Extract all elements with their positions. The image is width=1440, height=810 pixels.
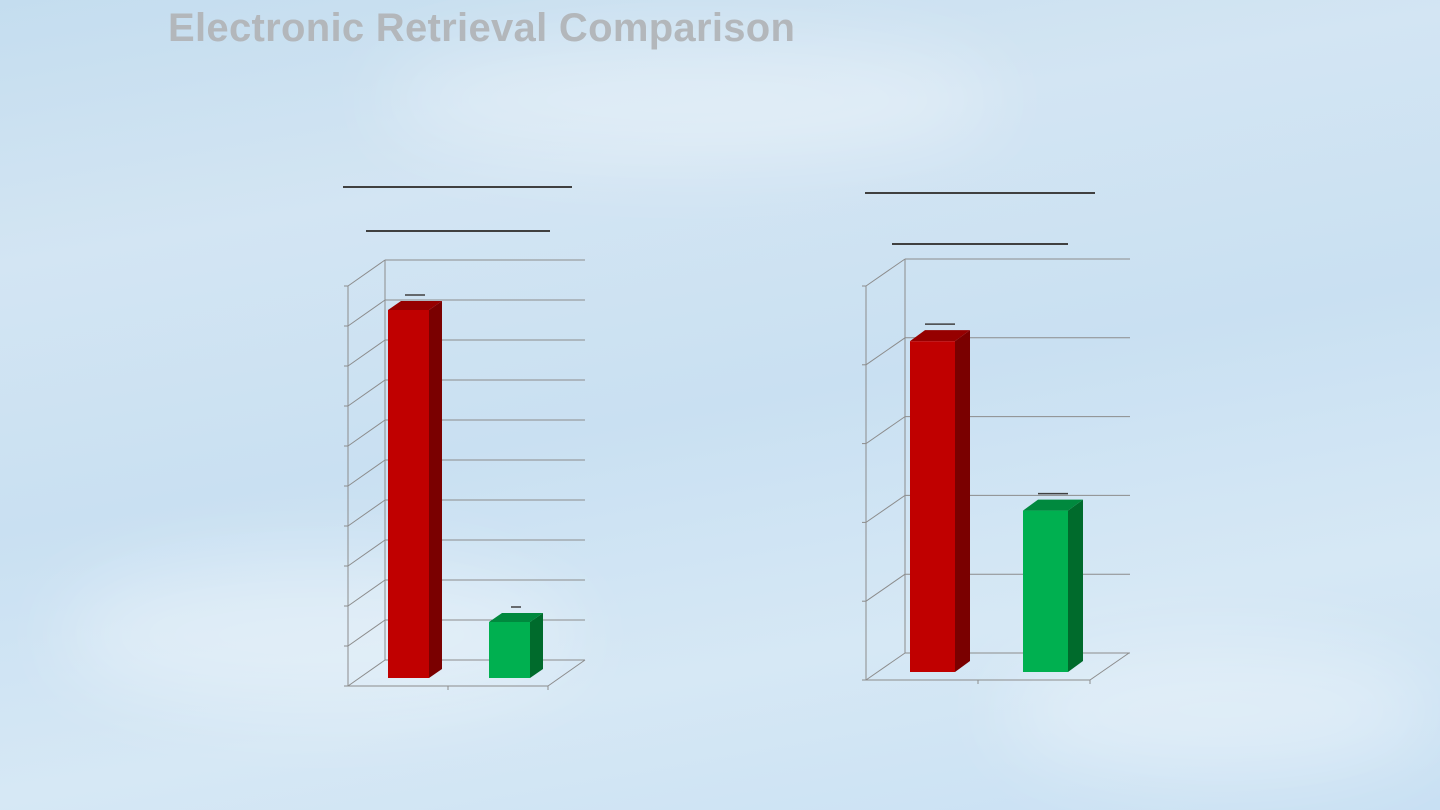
- bar-top: [1023, 499, 1083, 511]
- bar-top: [910, 330, 970, 342]
- side-wall-gridline: [865, 416, 906, 445]
- side-wall-gridline: [865, 573, 906, 602]
- side-wall-gridline: [865, 337, 906, 366]
- bar: [910, 341, 955, 672]
- bar-side: [1068, 499, 1083, 672]
- bar-side: [955, 330, 970, 672]
- side-wall-gridline: [347, 579, 386, 607]
- bar-top: [489, 613, 543, 622]
- side-wall-gridline: [347, 659, 386, 687]
- side-wall-gridline: [347, 539, 386, 567]
- bar: [489, 622, 530, 678]
- bar: [1023, 510, 1068, 672]
- side-wall-gridline: [347, 339, 386, 367]
- side-wall-gridline: [865, 652, 906, 681]
- cloud-decoration: [380, 40, 1000, 160]
- slide-title: Electronic Retrieval Comparison: [168, 6, 796, 50]
- side-wall-gridline: [865, 258, 906, 287]
- bar: [388, 310, 429, 678]
- side-wall-gridline: [347, 459, 386, 487]
- side-wall-gridline: [347, 619, 386, 647]
- side-wall-gridline: [865, 494, 906, 523]
- bar-side: [530, 613, 543, 678]
- side-wall-gridline: [347, 499, 386, 527]
- bar-side: [429, 301, 442, 678]
- side-wall-gridline: [347, 259, 386, 287]
- floor-edge: [1089, 652, 1130, 681]
- side-wall-gridline: [347, 379, 386, 407]
- bar-top: [388, 301, 442, 310]
- side-wall-gridline: [347, 419, 386, 447]
- side-wall-gridline: [347, 299, 386, 327]
- floor-edge: [547, 659, 586, 687]
